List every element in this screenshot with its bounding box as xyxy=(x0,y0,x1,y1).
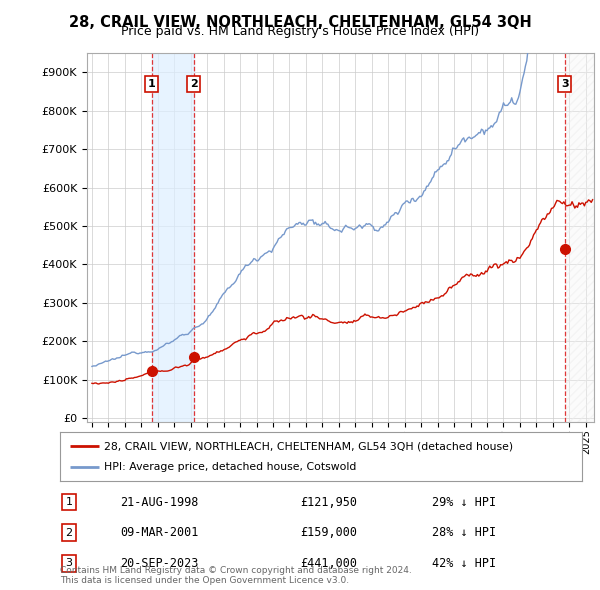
Bar xyxy=(152,53,194,422)
Text: 42% ↓ HPI: 42% ↓ HPI xyxy=(432,557,496,570)
Text: Contains HM Land Registry data © Crown copyright and database right 2024.
This d: Contains HM Land Registry data © Crown c… xyxy=(60,566,412,585)
Bar xyxy=(565,53,594,422)
Bar xyxy=(565,53,594,422)
Text: 09-MAR-2001: 09-MAR-2001 xyxy=(120,526,199,539)
Text: 28, CRAIL VIEW, NORTHLEACH, CHELTENHAM, GL54 3QH (detached house): 28, CRAIL VIEW, NORTHLEACH, CHELTENHAM, … xyxy=(104,441,514,451)
Text: 29% ↓ HPI: 29% ↓ HPI xyxy=(432,496,496,509)
Text: £121,950: £121,950 xyxy=(300,496,357,509)
Text: 20-SEP-2023: 20-SEP-2023 xyxy=(120,557,199,570)
Text: Price paid vs. HM Land Registry's House Price Index (HPI): Price paid vs. HM Land Registry's House … xyxy=(121,25,479,38)
Text: 2: 2 xyxy=(65,528,73,537)
Text: HPI: Average price, detached house, Cotswold: HPI: Average price, detached house, Cots… xyxy=(104,463,357,473)
Text: 28% ↓ HPI: 28% ↓ HPI xyxy=(432,526,496,539)
Text: £441,000: £441,000 xyxy=(300,557,357,570)
Text: £159,000: £159,000 xyxy=(300,526,357,539)
Text: 3: 3 xyxy=(65,559,73,568)
Text: 1: 1 xyxy=(65,497,73,507)
Text: 3: 3 xyxy=(561,79,569,89)
Text: 28, CRAIL VIEW, NORTHLEACH, CHELTENHAM, GL54 3QH: 28, CRAIL VIEW, NORTHLEACH, CHELTENHAM, … xyxy=(68,15,532,30)
Text: 2: 2 xyxy=(190,79,197,89)
Text: 21-AUG-1998: 21-AUG-1998 xyxy=(120,496,199,509)
Text: 1: 1 xyxy=(148,79,155,89)
